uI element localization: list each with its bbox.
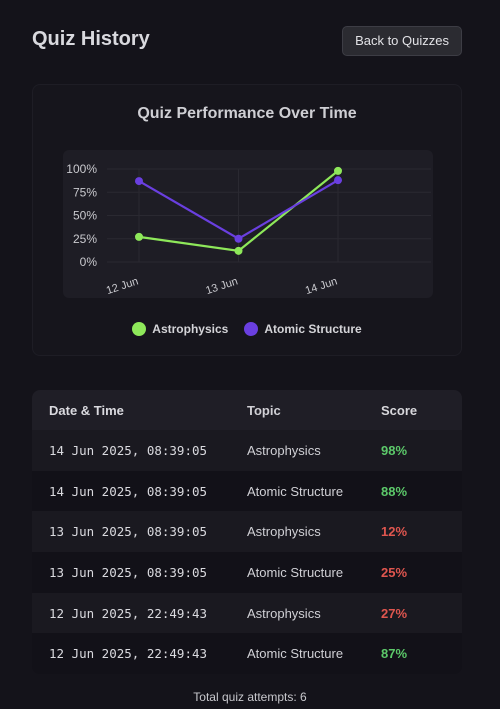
performance-line-chart: 100%75%50%25%0%12 Jun 13 Jun 14 Jun <box>63 150 433 298</box>
table-row: 14 Jun 2025, 08:39:05 Astrophysics 98% <box>32 430 462 471</box>
row-date: 13 Jun 2025, 08:39:05 <box>49 564 208 580</box>
data-point <box>334 166 342 175</box>
back-to-quizzes-button[interactable]: Back to Quizzes <box>342 26 462 56</box>
row-date: 12 Jun 2025, 22:49:43 <box>49 605 208 621</box>
row-score: 27% <box>381 605 408 621</box>
data-point <box>135 232 143 241</box>
y-tick-label: 100% <box>66 162 97 176</box>
y-tick-label: 75% <box>73 185 97 199</box>
table-row: 13 Jun 2025, 08:39:05 Astrophysics 12% <box>32 511 462 553</box>
table-row: 12 Jun 2025, 22:49:43 Astrophysics 27% <box>32 592 462 634</box>
legend-label: Astrophysics <box>152 322 229 336</box>
legend-item[interactable]: Atomic Structure <box>244 322 362 336</box>
page-title: Quiz History <box>32 28 150 50</box>
data-point <box>234 246 243 255</box>
row-topic: Astrophysics <box>247 442 321 458</box>
y-tick-label: 25% <box>73 232 97 246</box>
legend-label: Atomic Structure <box>264 322 362 336</box>
row-date: 14 Jun 2025, 08:39:05 <box>49 442 208 458</box>
chart-legend: Astrophysics Atomic Structure <box>33 322 461 336</box>
table-row: 12 Jun 2025, 22:49:43 Atomic Structure 87% <box>32 633 462 674</box>
row-topic: Astrophysics <box>247 524 321 540</box>
y-tick-label: 0% <box>80 255 98 269</box>
y-tick-label: 50% <box>73 209 97 223</box>
legend-swatch <box>244 322 259 336</box>
data-point <box>334 176 342 185</box>
table-row: 14 Jun 2025, 08:39:05 Atomic Structure 88% <box>32 470 462 512</box>
chart-title: Quiz Performance Over Time <box>137 105 357 122</box>
row-date: 13 Jun 2025, 08:39:05 <box>49 524 208 540</box>
table-header-row: Date & Time Topic Score <box>32 390 462 430</box>
row-score: 25% <box>381 564 408 580</box>
legend-item[interactable]: Astrophysics <box>132 322 228 336</box>
header-topic: Topic <box>247 402 281 418</box>
page-header: Quiz History Back to Quizzes <box>32 26 462 56</box>
row-score: 87% <box>381 646 408 662</box>
row-score: 88% <box>381 483 408 499</box>
chart-card: Quiz Performance Over Time 100% 75% 50% 25%… <box>32 84 462 356</box>
total-attempts: Total quiz attempts: 6 <box>193 690 307 704</box>
data-point <box>234 234 243 243</box>
row-score: 12% <box>381 524 408 540</box>
header-score: Score <box>381 402 418 418</box>
history-table: Date & Time Topic Score 14 Jun 2025, 08:… <box>32 390 462 674</box>
header-date: Date & Time <box>49 402 124 418</box>
row-topic: Atomic Structure <box>247 564 344 580</box>
row-topic: Atomic Structure <box>247 646 344 662</box>
table-row: 13 Jun 2025, 08:39:05 Atomic Structure 25% <box>32 552 462 593</box>
row-date: 12 Jun 2025, 22:49:43 <box>49 646 208 662</box>
row-topic: Atomic Structure <box>247 483 344 499</box>
plot-area <box>63 150 433 298</box>
row-topic: Astrophysics <box>247 605 321 621</box>
row-score: 98% <box>381 442 408 458</box>
legend-swatch <box>132 322 147 336</box>
row-date: 14 Jun 2025, 08:39:05 <box>49 483 208 499</box>
table-body: 14 Jun 2025, 08:39:05 Astrophysics 98% 14 J… <box>32 430 462 674</box>
data-point <box>135 177 143 186</box>
